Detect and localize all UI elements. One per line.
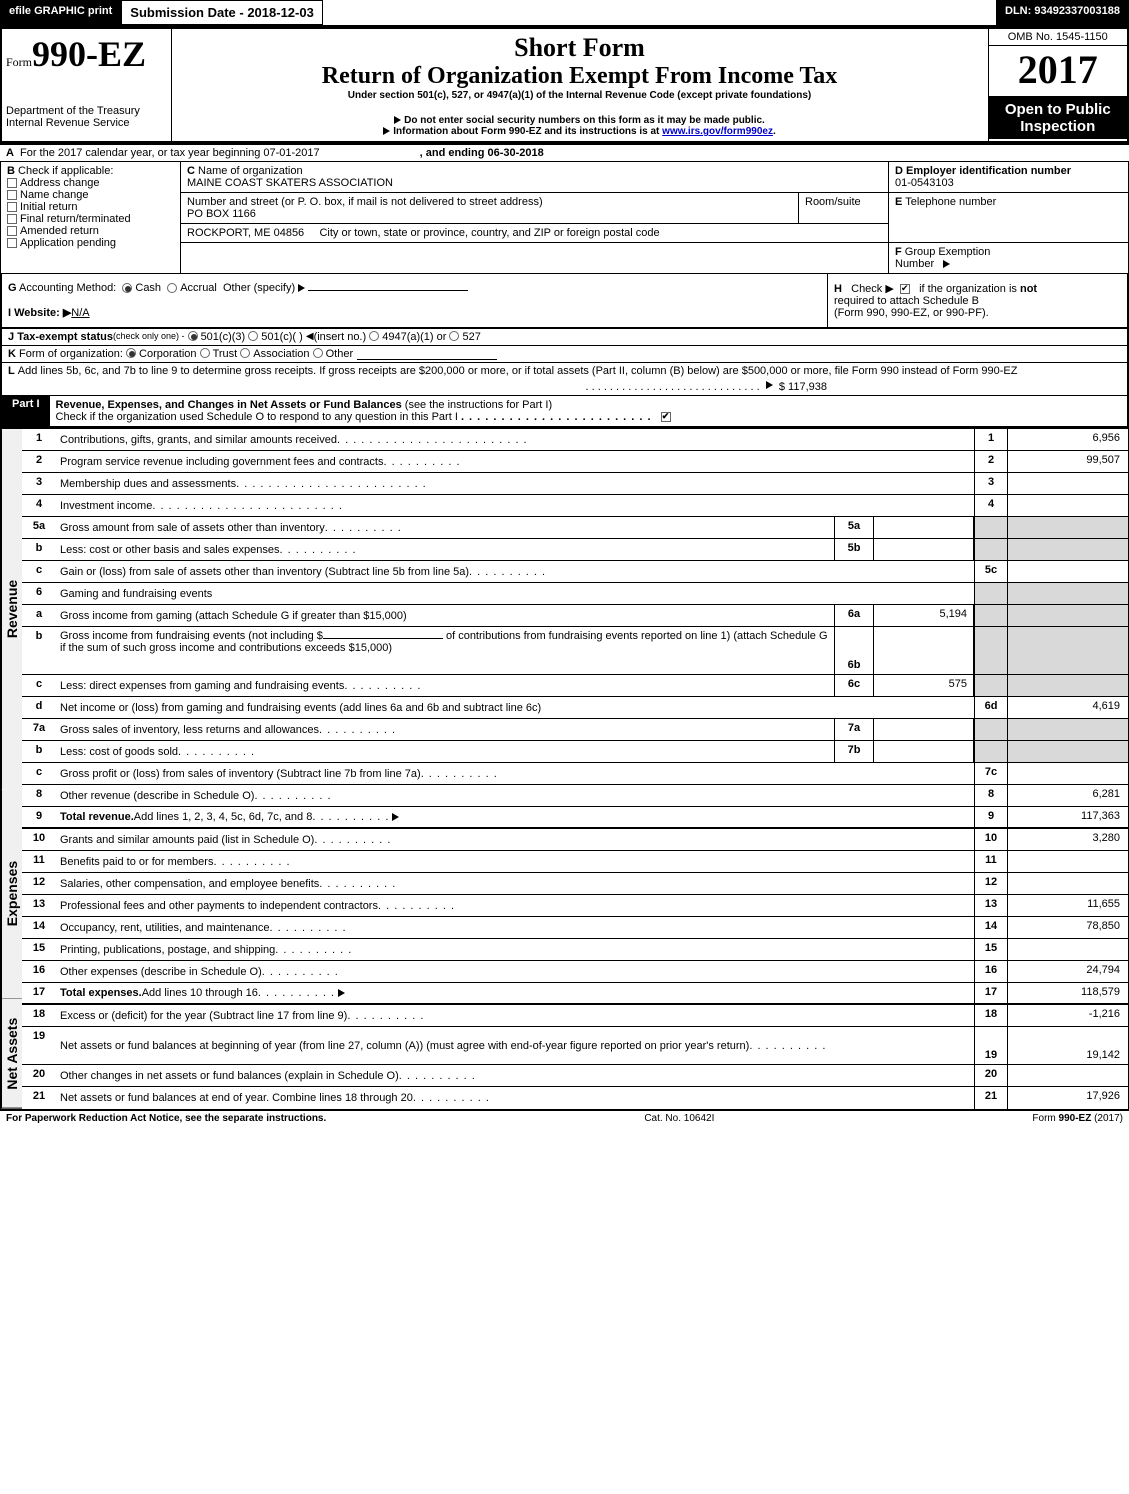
line-9: 9Total revenue. Add lines 1, 2, 3, 4, 5c… [22, 807, 1128, 829]
501c-radio[interactable] [248, 331, 258, 341]
under-section: Under section 501(c), 527, or 4947(a)(1)… [176, 90, 984, 101]
line-12: 12Salaries, other compensation, and empl… [22, 873, 1128, 895]
line-a: A For the 2017 calendar year, or tax yea… [0, 143, 1129, 161]
gross-receipts: $ 117,938 [779, 381, 827, 393]
expenses-side-label: Expenses [1, 789, 22, 999]
header-table: Form990-EZ Department of the Treasury In… [0, 27, 1129, 143]
line-10: 10Grants and similar amounts paid (list … [22, 829, 1128, 851]
line-13: 13Professional fees and other payments t… [22, 895, 1128, 917]
line-19: 19Net assets or fund balances at beginni… [22, 1027, 1128, 1065]
cash-radio[interactable] [122, 283, 132, 293]
line-5c: cGain or (loss) from sale of assets othe… [22, 561, 1128, 583]
line-5a: 5aGross amount from sale of assets other… [22, 517, 1128, 539]
name-change-checkbox[interactable] [7, 190, 17, 200]
application-pending-checkbox[interactable] [7, 238, 17, 248]
irs-link[interactable]: www.irs.gov/form990ez [662, 126, 773, 137]
527-radio[interactable] [449, 331, 459, 341]
city-value: ROCKPORT, ME 04856 [187, 227, 304, 239]
tax-year: 2017 [989, 46, 1128, 93]
part-i-label: Part I [2, 396, 50, 426]
line-20: 20Other changes in net assets or fund ba… [22, 1065, 1128, 1087]
line-4: 4Investment income4 [22, 495, 1128, 517]
4947-radio[interactable] [369, 331, 379, 341]
final-return-checkbox[interactable] [7, 214, 17, 224]
line-1: 1Contributions, gifts, grants, and simil… [22, 429, 1128, 451]
line-6b: bGross income from fundraising events (n… [22, 627, 1128, 675]
other-radio[interactable] [313, 348, 323, 358]
schedule-o-checkbox[interactable] [661, 412, 671, 422]
line-6c: cLess: direct expenses from gaming and f… [22, 675, 1128, 697]
short-form-title: Short Form [176, 33, 984, 63]
h-checkbox[interactable] [900, 284, 910, 294]
irs-label: Internal Revenue Service [6, 117, 167, 129]
revenue-side-label: Revenue [1, 429, 22, 789]
initial-return-checkbox[interactable] [7, 202, 17, 212]
return-title: Return of Organization Exempt From Incom… [176, 63, 984, 90]
line-16: 16Other expenses (describe in Schedule O… [22, 961, 1128, 983]
ssn-warning: Do not enter social security numbers on … [176, 115, 984, 126]
line-8: 8Other revenue (describe in Schedule O)8… [22, 785, 1128, 807]
line-18: 18Excess or (deficit) for the year (Subt… [22, 1005, 1128, 1027]
line-7c: cGross profit or (loss) from sales of in… [22, 763, 1128, 785]
efile-label: efile GRAPHIC print [0, 0, 121, 25]
line-2: 2Program service revenue including gover… [22, 451, 1128, 473]
line-11: 11Benefits paid to or for members11 [22, 851, 1128, 873]
dln-label: DLN: 93492337003188 [996, 0, 1129, 25]
line-17: 17Total expenses. Add lines 10 through 1… [22, 983, 1128, 1005]
main-financial-grid: Revenue Expenses Net Assets 1Contributio… [0, 427, 1129, 1110]
form-number: Form990-EZ [6, 33, 167, 75]
open-to-public: Open to PublicInspection [989, 97, 1128, 139]
form-label-big: 990-EZ [32, 34, 146, 74]
top-bar: efile GRAPHIC print Submission Date - 20… [0, 0, 1129, 27]
line-6: 6Gaming and fundraising events [22, 583, 1128, 605]
website-value: N/A [71, 307, 89, 319]
netassets-side-label: Net Assets [1, 999, 22, 1109]
b-label: B [7, 165, 15, 177]
accrual-radio[interactable] [167, 283, 177, 293]
line-6a: aGross income from gaming (attach Schedu… [22, 605, 1128, 627]
line-14: 14Occupancy, rent, utilities, and mainte… [22, 917, 1128, 939]
line-6d: dNet income or (loss) from gaming and fu… [22, 697, 1128, 719]
footer: For Paperwork Reduction Act Notice, see … [0, 1110, 1129, 1126]
line-7b: bLess: cost of goods sold7b [22, 741, 1128, 763]
info-line: Information about Form 990-EZ and its in… [176, 126, 984, 137]
line-7a: 7aGross sales of inventory, less returns… [22, 719, 1128, 741]
submission-date: Submission Date - 2018-12-03 [121, 0, 323, 25]
org-info-table: B Check if applicable: Address change Na… [0, 161, 1129, 274]
line-3: 3Membership dues and assessments3 [22, 473, 1128, 495]
omb-number: OMB No. 1545-1150 [989, 29, 1128, 46]
ein-value: 01-0543103 [895, 177, 954, 189]
form-footer: Form 990-EZ (2017) [1032, 1113, 1123, 1124]
line-15: 15Printing, publications, postage, and s… [22, 939, 1128, 961]
amended-return-checkbox[interactable] [7, 226, 17, 236]
address-change-checkbox[interactable] [7, 178, 17, 188]
form-label-small: Form [6, 55, 32, 69]
dept-treasury: Department of the Treasury [6, 105, 167, 117]
trust-radio[interactable] [200, 348, 210, 358]
corp-radio[interactable] [126, 348, 136, 358]
org-name: MAINE COAST SKATERS ASSOCIATION [187, 177, 393, 189]
paperwork-notice: For Paperwork Reduction Act Notice, see … [6, 1113, 326, 1124]
line-5b: bLess: cost or other basis and sales exp… [22, 539, 1128, 561]
501c3-radio[interactable] [188, 331, 198, 341]
line-21: 21Net assets or fund balances at end of … [22, 1087, 1128, 1109]
street-value: PO BOX 1166 [187, 208, 256, 220]
assoc-radio[interactable] [240, 348, 250, 358]
cat-no: Cat. No. 10642I [644, 1113, 714, 1124]
